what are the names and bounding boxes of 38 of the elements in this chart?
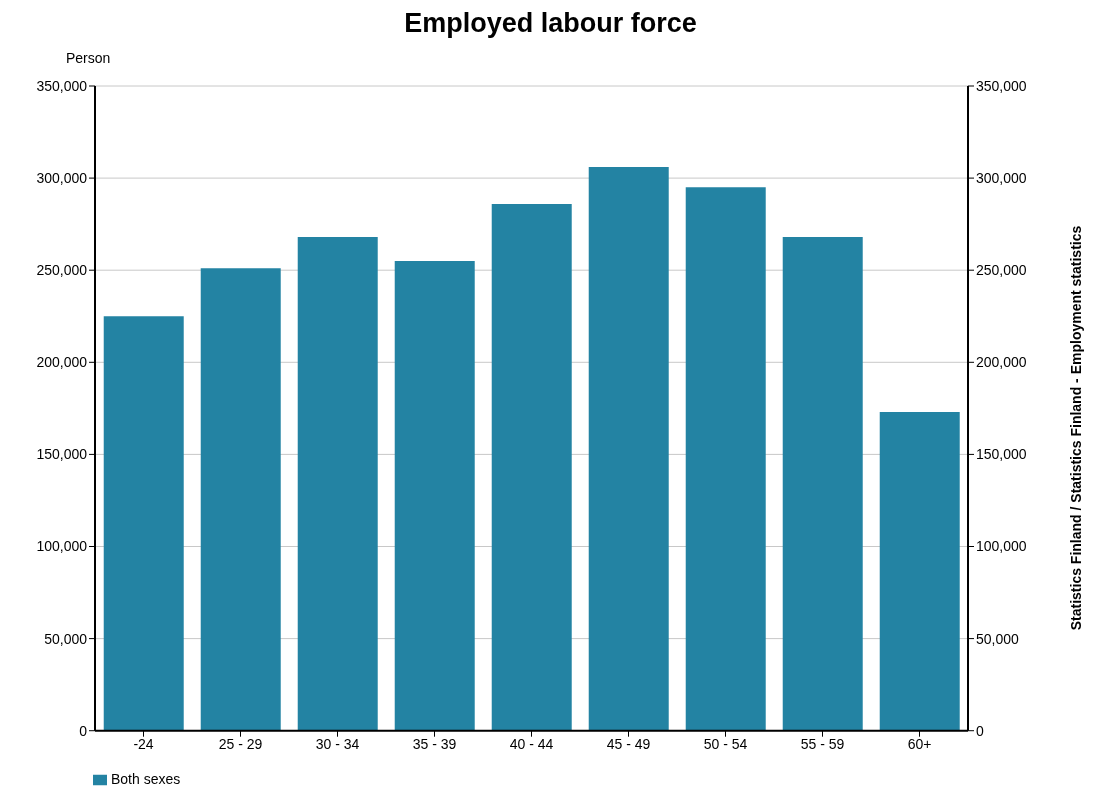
- x-tick-label: 40 - 44: [509, 735, 554, 752]
- chart-title: Employed labour force: [403, 8, 698, 40]
- x-tick-label: -24: [133, 735, 154, 752]
- legend-label: Both sexes: [111, 770, 181, 787]
- x-tick-label: 45 - 49: [606, 735, 651, 752]
- y-axis-title: Person: [66, 50, 111, 66]
- y-tick-label: 150,000: [36, 446, 88, 463]
- y2-tick-label: 350,000: [976, 77, 1027, 94]
- x-tick-label: 50 - 54: [703, 735, 748, 752]
- x-tick-label: 25 - 29: [218, 735, 263, 752]
- bar: [103, 316, 184, 731]
- y-tick-label: 100,000: [36, 538, 88, 555]
- x-tick-label: 30 - 34: [315, 735, 360, 752]
- y-tick-label: 350,000: [36, 77, 88, 94]
- bar: [297, 237, 378, 731]
- y2-tick-label: 0: [976, 722, 984, 739]
- y2-tick-label: 50,000: [976, 630, 1020, 647]
- y2-tick-label: 250,000: [976, 262, 1027, 279]
- x-tick-label: 35 - 39: [412, 735, 457, 752]
- bar: [588, 167, 669, 731]
- y-tick-label: 0: [79, 722, 88, 739]
- y2-tick-label: 300,000: [976, 170, 1027, 187]
- y2-tick-label: 100,000: [976, 538, 1027, 555]
- bar: [491, 203, 572, 731]
- x-tick-label: 60+: [907, 735, 932, 752]
- bar: [782, 237, 863, 731]
- y2-axis-title: Statistics Finland / Statistics Finland - Employment statistics: [1068, 225, 1084, 631]
- y-tick-label: 200,000: [36, 354, 88, 371]
- x-tick-label: 55 - 59: [800, 735, 845, 752]
- y2-tick-label: 150,000: [976, 446, 1027, 463]
- bar: [394, 260, 475, 731]
- y-tick-label: 50,000: [44, 630, 88, 647]
- y-tick-label: 250,000: [36, 262, 88, 279]
- bar: [685, 187, 766, 731]
- bar: [879, 412, 960, 731]
- y-tick-label: 300,000: [36, 170, 88, 187]
- y2-tick-label: 200,000: [976, 354, 1027, 371]
- bar: [200, 268, 281, 731]
